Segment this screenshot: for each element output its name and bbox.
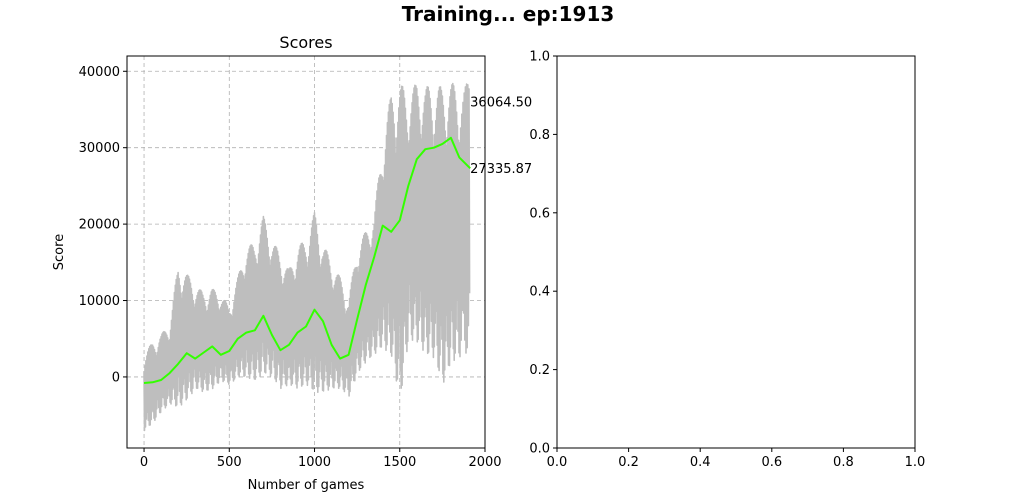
y-tick-label: 10000: [79, 294, 120, 309]
axes-frame: [126, 55, 486, 449]
y-axis-label: Score: [52, 234, 67, 270]
y-tick-label: 0.8: [529, 128, 550, 143]
x-tick-label: 1.0: [905, 455, 926, 470]
average-score-line: [143, 136, 471, 384]
scores-axes: 0 500 1000 1500 2000010000200003000040000Sco…: [52, 33, 532, 493]
y-tick-label: 20000: [79, 218, 120, 233]
x-tick-label: 2000: [468, 455, 501, 470]
figure-suptitle: Training... ep:1913: [401, 2, 615, 26]
x-tick-label: 0: [140, 455, 148, 470]
raw-scores-line: [143, 82, 471, 432]
axes-title: Scores: [279, 33, 332, 52]
y-tick-label: 40000: [79, 65, 120, 80]
empty-axes: 0.0 0.2 0.4 0.6 0.8 1.0 0.0 0.2 0.4 0.6 0.8 1.0: [529, 50, 925, 471]
y-tick-label: 0.0: [529, 442, 550, 457]
x-tick-label: 1000: [298, 455, 331, 470]
y-tick-label: 0.2: [529, 363, 550, 378]
x-axis-label: Number of games: [248, 478, 365, 493]
x-tick-label: 0.4: [690, 455, 711, 470]
x-tick-label: 0.0: [547, 455, 568, 470]
y-tick-label: 30000: [79, 141, 120, 156]
value-annotation: 27335.87: [470, 162, 532, 177]
y-tick-label: 0: [112, 370, 120, 385]
y-tick-label: 0.4: [529, 285, 550, 300]
y-tick-label: 0.6: [529, 206, 550, 221]
y-tick-label: 1.0: [529, 50, 550, 65]
x-tick-label: 1500: [383, 455, 416, 470]
x-tick-label: 500: [217, 455, 242, 470]
x-tick-label: 0.6: [761, 455, 782, 470]
x-tick-label: 0.8: [833, 455, 854, 470]
axes-frame: [556, 55, 916, 449]
x-tick-label: 0.2: [618, 455, 639, 470]
value-annotation: 36064.50: [470, 95, 532, 110]
